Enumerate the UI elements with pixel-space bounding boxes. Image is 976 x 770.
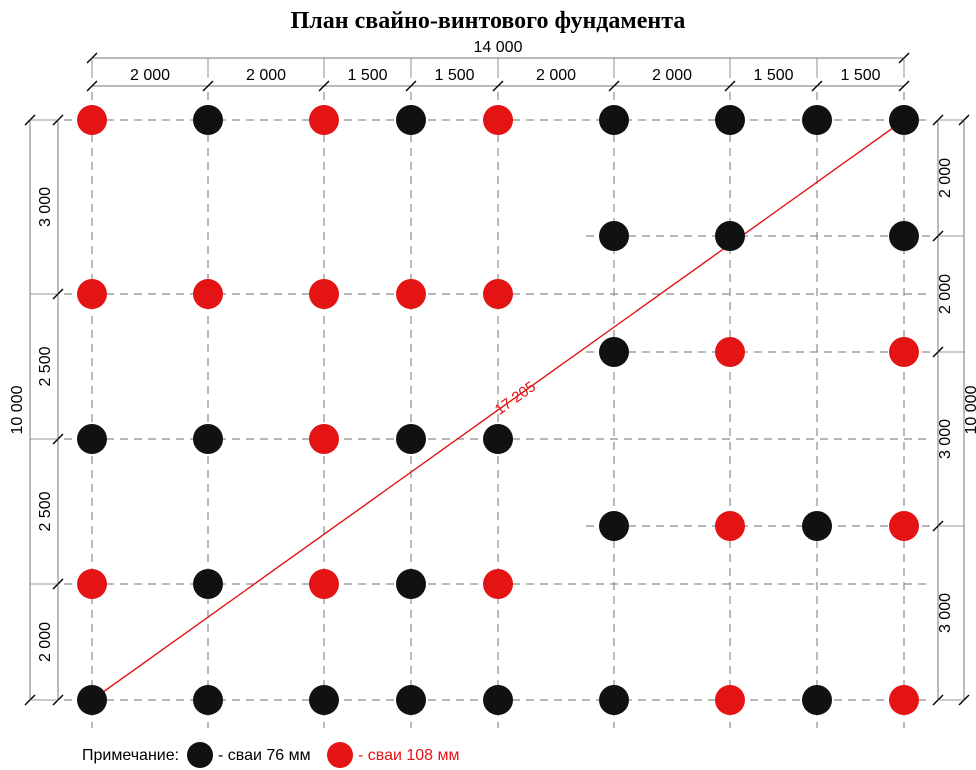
legend-item-76: - сваи 76 мм <box>218 747 311 764</box>
pile-108-icon <box>483 279 513 309</box>
pile-108-icon <box>889 337 919 367</box>
pile-76-icon <box>77 685 107 715</box>
pile-108-icon <box>889 511 919 541</box>
pile-76-icon <box>483 685 513 715</box>
pile-76-icon <box>599 685 629 715</box>
pile-76-icon <box>889 105 919 135</box>
pile-108-icon <box>309 424 339 454</box>
legend-pile-76-icon <box>187 742 213 768</box>
dim-row-left: 3 000 <box>37 187 54 227</box>
pile-76-icon <box>193 424 223 454</box>
pile-108-icon <box>715 685 745 715</box>
pile-108-icon <box>309 569 339 599</box>
dim-col: 2 000 <box>652 67 692 84</box>
pile-108-icon <box>715 511 745 541</box>
pile-76-icon <box>309 685 339 715</box>
dim-row-right: 3 000 <box>937 593 954 633</box>
pile-76-icon <box>599 105 629 135</box>
dim-col: 1 500 <box>753 67 793 84</box>
pile-76-icon <box>77 424 107 454</box>
pile-76-icon <box>396 424 426 454</box>
pile-76-icon <box>396 685 426 715</box>
pile-76-icon <box>599 337 629 367</box>
dim-row-left: 2 000 <box>37 622 54 662</box>
pile-108-icon <box>483 569 513 599</box>
dim-row-right: 3 000 <box>937 419 954 459</box>
pile-108-icon <box>483 105 513 135</box>
pile-76-icon <box>889 221 919 251</box>
pile-76-icon <box>483 424 513 454</box>
dim-total-y-left: 10 000 <box>9 385 26 434</box>
pile-76-icon <box>396 105 426 135</box>
dim-col: 1 500 <box>347 67 387 84</box>
pile-76-icon <box>715 221 745 251</box>
title: План свайно-винтового фундамента <box>0 8 976 35</box>
pile-76-icon <box>599 511 629 541</box>
pile-76-icon <box>715 105 745 135</box>
pile-76-icon <box>802 511 832 541</box>
pile-76-icon <box>396 569 426 599</box>
pile-76-icon <box>193 685 223 715</box>
legend-item-108: - сваи 108 мм <box>358 747 460 764</box>
pile-76-icon <box>193 569 223 599</box>
pile-108-icon <box>77 279 107 309</box>
dim-total-x: 14 000 <box>474 39 523 56</box>
dim-col: 1 500 <box>840 67 880 84</box>
dim-col: 1 500 <box>434 67 474 84</box>
pile-76-icon <box>802 685 832 715</box>
dim-row-right: 2 000 <box>937 158 954 198</box>
pile-76-icon <box>802 105 832 135</box>
pile-108-icon <box>193 279 223 309</box>
diagonal-label: 17 205 <box>492 378 539 419</box>
foundation-plan-svg: 14 000 2 000 2 000 1 500 1 500 2 000 2 000 1 50… <box>0 0 976 770</box>
pile-108-icon <box>889 685 919 715</box>
dim-row-left: 2 500 <box>37 491 54 531</box>
pile-108-icon <box>396 279 426 309</box>
legend-prefix: Примечание: <box>82 747 179 764</box>
pile-108-icon <box>309 105 339 135</box>
pile-108-icon <box>715 337 745 367</box>
legend-pile-108-icon <box>327 742 353 768</box>
dim-col: 2 000 <box>130 67 170 84</box>
pile-108-icon <box>77 105 107 135</box>
pile-108-icon <box>77 569 107 599</box>
dim-col: 2 000 <box>246 67 286 84</box>
dim-col: 2 000 <box>536 67 576 84</box>
dim-row-left: 2 500 <box>37 346 54 386</box>
pile-108-icon <box>309 279 339 309</box>
dim-total-y-right: 10 000 <box>963 385 976 434</box>
pile-76-icon <box>599 221 629 251</box>
dim-row-right: 2 000 <box>937 274 954 314</box>
pile-76-icon <box>193 105 223 135</box>
